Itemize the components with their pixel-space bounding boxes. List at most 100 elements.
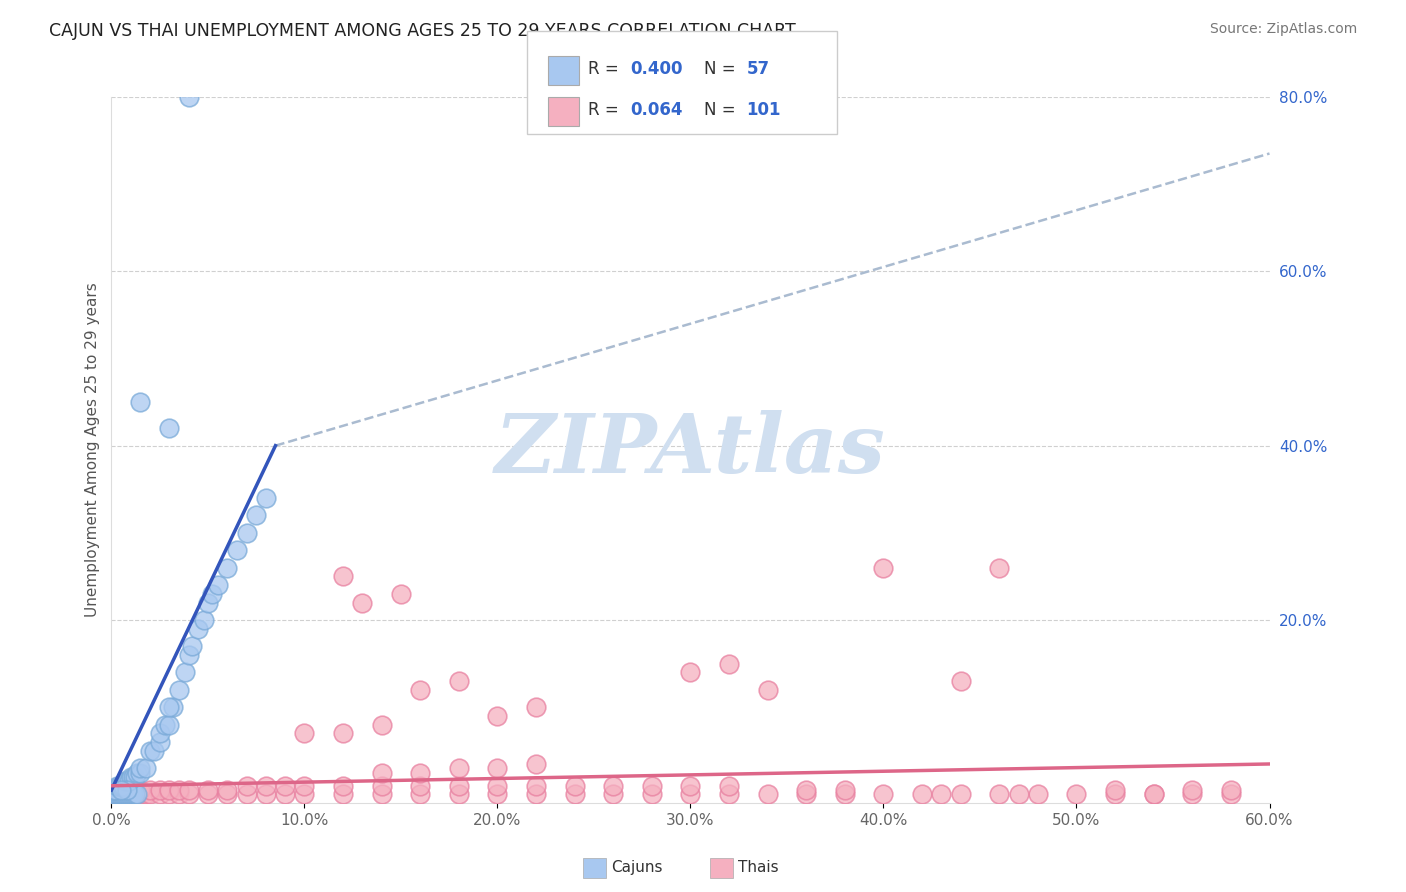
Point bbox=[447, 779, 470, 793]
Text: N =: N = bbox=[704, 101, 741, 119]
Point bbox=[105, 788, 128, 802]
Point bbox=[103, 783, 125, 797]
Point bbox=[121, 788, 143, 802]
Point bbox=[149, 788, 172, 802]
Point bbox=[114, 788, 136, 802]
Text: Source: ZipAtlas.com: Source: ZipAtlas.com bbox=[1209, 22, 1357, 37]
Point bbox=[564, 779, 586, 793]
Point bbox=[177, 783, 200, 797]
Point bbox=[124, 788, 146, 802]
Point bbox=[679, 779, 702, 793]
Point bbox=[124, 788, 146, 802]
Point bbox=[135, 761, 157, 775]
Point bbox=[108, 788, 131, 802]
Point bbox=[115, 788, 138, 802]
Point bbox=[370, 779, 392, 793]
Point bbox=[120, 788, 142, 802]
Point bbox=[524, 788, 547, 802]
Point bbox=[794, 788, 817, 802]
Point bbox=[294, 788, 316, 802]
Point bbox=[115, 788, 138, 802]
Y-axis label: Unemployment Among Ages 25 to 29 years: Unemployment Among Ages 25 to 29 years bbox=[86, 283, 100, 617]
Point bbox=[225, 543, 247, 558]
Point bbox=[949, 674, 972, 689]
Point bbox=[120, 783, 142, 797]
Point bbox=[181, 639, 204, 653]
Point bbox=[332, 788, 354, 802]
Point bbox=[201, 587, 224, 601]
Point bbox=[718, 788, 741, 802]
Text: 57: 57 bbox=[747, 60, 769, 78]
Text: Thais: Thais bbox=[738, 860, 779, 874]
Point bbox=[931, 788, 953, 802]
Point bbox=[370, 765, 392, 780]
Point bbox=[114, 774, 136, 789]
Point bbox=[103, 788, 125, 802]
Point bbox=[370, 788, 392, 802]
Point bbox=[794, 783, 817, 797]
Point bbox=[124, 770, 146, 784]
Point bbox=[157, 783, 180, 797]
Point bbox=[197, 783, 219, 797]
Point bbox=[108, 779, 131, 793]
Point bbox=[254, 491, 277, 505]
Point bbox=[149, 783, 172, 797]
Text: ZIPAtlas: ZIPAtlas bbox=[495, 410, 886, 490]
Point bbox=[447, 788, 470, 802]
Point bbox=[108, 788, 131, 802]
Point bbox=[641, 788, 664, 802]
Point bbox=[177, 648, 200, 662]
Point bbox=[834, 783, 856, 797]
Text: CAJUN VS THAI UNEMPLOYMENT AMONG AGES 25 TO 29 YEARS CORRELATION CHART: CAJUN VS THAI UNEMPLOYMENT AMONG AGES 25… bbox=[49, 22, 796, 40]
Point bbox=[254, 788, 277, 802]
Point bbox=[834, 788, 856, 802]
Point bbox=[756, 682, 779, 697]
Point bbox=[110, 788, 132, 802]
Point bbox=[155, 717, 177, 731]
Point bbox=[104, 783, 127, 797]
Point bbox=[245, 508, 267, 523]
Point bbox=[167, 788, 190, 802]
Point bbox=[217, 560, 239, 574]
Point bbox=[332, 779, 354, 793]
Point bbox=[486, 709, 509, 723]
Point bbox=[409, 788, 432, 802]
Text: 0.064: 0.064 bbox=[630, 101, 682, 119]
Point bbox=[149, 735, 172, 749]
Point bbox=[157, 717, 180, 731]
Point bbox=[486, 761, 509, 775]
Point bbox=[409, 779, 432, 793]
Point bbox=[129, 788, 152, 802]
Point bbox=[352, 596, 374, 610]
Point bbox=[1181, 788, 1204, 802]
Point bbox=[911, 788, 934, 802]
Text: 101: 101 bbox=[747, 101, 782, 119]
Point bbox=[193, 613, 215, 627]
Point bbox=[524, 700, 547, 714]
Point bbox=[157, 421, 180, 435]
Point bbox=[447, 674, 470, 689]
Point bbox=[718, 779, 741, 793]
Point bbox=[139, 744, 162, 758]
Point bbox=[197, 788, 219, 802]
Point bbox=[679, 665, 702, 680]
Point bbox=[524, 756, 547, 771]
Point bbox=[118, 788, 141, 802]
Point bbox=[679, 788, 702, 802]
Point bbox=[139, 783, 162, 797]
Point bbox=[120, 770, 142, 784]
Point bbox=[110, 783, 132, 797]
Point bbox=[217, 783, 239, 797]
Point bbox=[167, 682, 190, 697]
Point bbox=[254, 779, 277, 793]
Point bbox=[274, 779, 297, 793]
Point bbox=[274, 788, 297, 802]
Point bbox=[104, 788, 127, 802]
Text: N =: N = bbox=[704, 60, 741, 78]
Point bbox=[115, 774, 138, 789]
Point bbox=[370, 717, 392, 731]
Point bbox=[162, 700, 184, 714]
Point bbox=[1181, 783, 1204, 797]
Point bbox=[235, 525, 257, 540]
Point bbox=[167, 783, 190, 797]
